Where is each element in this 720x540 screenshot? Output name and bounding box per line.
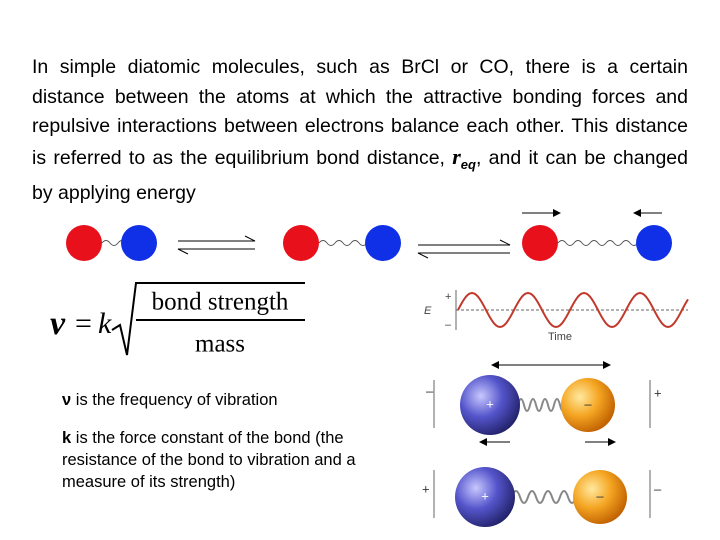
eq-denominator: mass — [195, 331, 245, 358]
note-symbol: ν — [62, 391, 72, 409]
symbol: r — [452, 143, 461, 169]
plot-minus: – — [445, 319, 452, 331]
plot-plus: + — [445, 291, 451, 303]
plate-sign: + — [422, 481, 430, 496]
note-symbol: k — [62, 429, 72, 447]
plot-y-label: E — [424, 305, 432, 317]
paragraph-text: In simple diatomic molecules, such as Br… — [32, 56, 688, 169]
plate-sign: – — [426, 383, 434, 398]
ball-sign: – — [584, 396, 592, 411]
molecule-row — [66, 209, 672, 261]
note: ν is the frequency of vibration — [62, 389, 372, 411]
plot-x-label: Time — [548, 331, 572, 343]
equation: ν = k bond strength mass — [50, 282, 305, 358]
paragraph-text: , and it can be changed by applying ener… — [32, 146, 688, 205]
ball-sign: + — [486, 396, 494, 411]
spring-diagram: – + + – + – + – — [422, 361, 662, 527]
paragraph: In simple diatomic molecules, such as Br… — [32, 53, 688, 209]
note: k is the force constant of the bond (the… — [62, 427, 372, 493]
plate-sign: + — [654, 385, 662, 400]
note-text: is the force constant of the bond (the r… — [62, 429, 356, 491]
plate-sign: – — [654, 481, 662, 496]
eq-constant: k — [98, 307, 112, 340]
note-text: is the frequency of vibration — [71, 391, 278, 409]
wave-plot: + E – Time — [424, 290, 689, 343]
eq-lhs: ν — [50, 305, 66, 342]
subscript: eq — [460, 156, 476, 172]
eq-equals: = — [75, 307, 92, 340]
ball-sign: + — [481, 488, 489, 503]
eq-numerator: bond strength — [152, 289, 289, 316]
ball-sign: – — [596, 488, 604, 503]
